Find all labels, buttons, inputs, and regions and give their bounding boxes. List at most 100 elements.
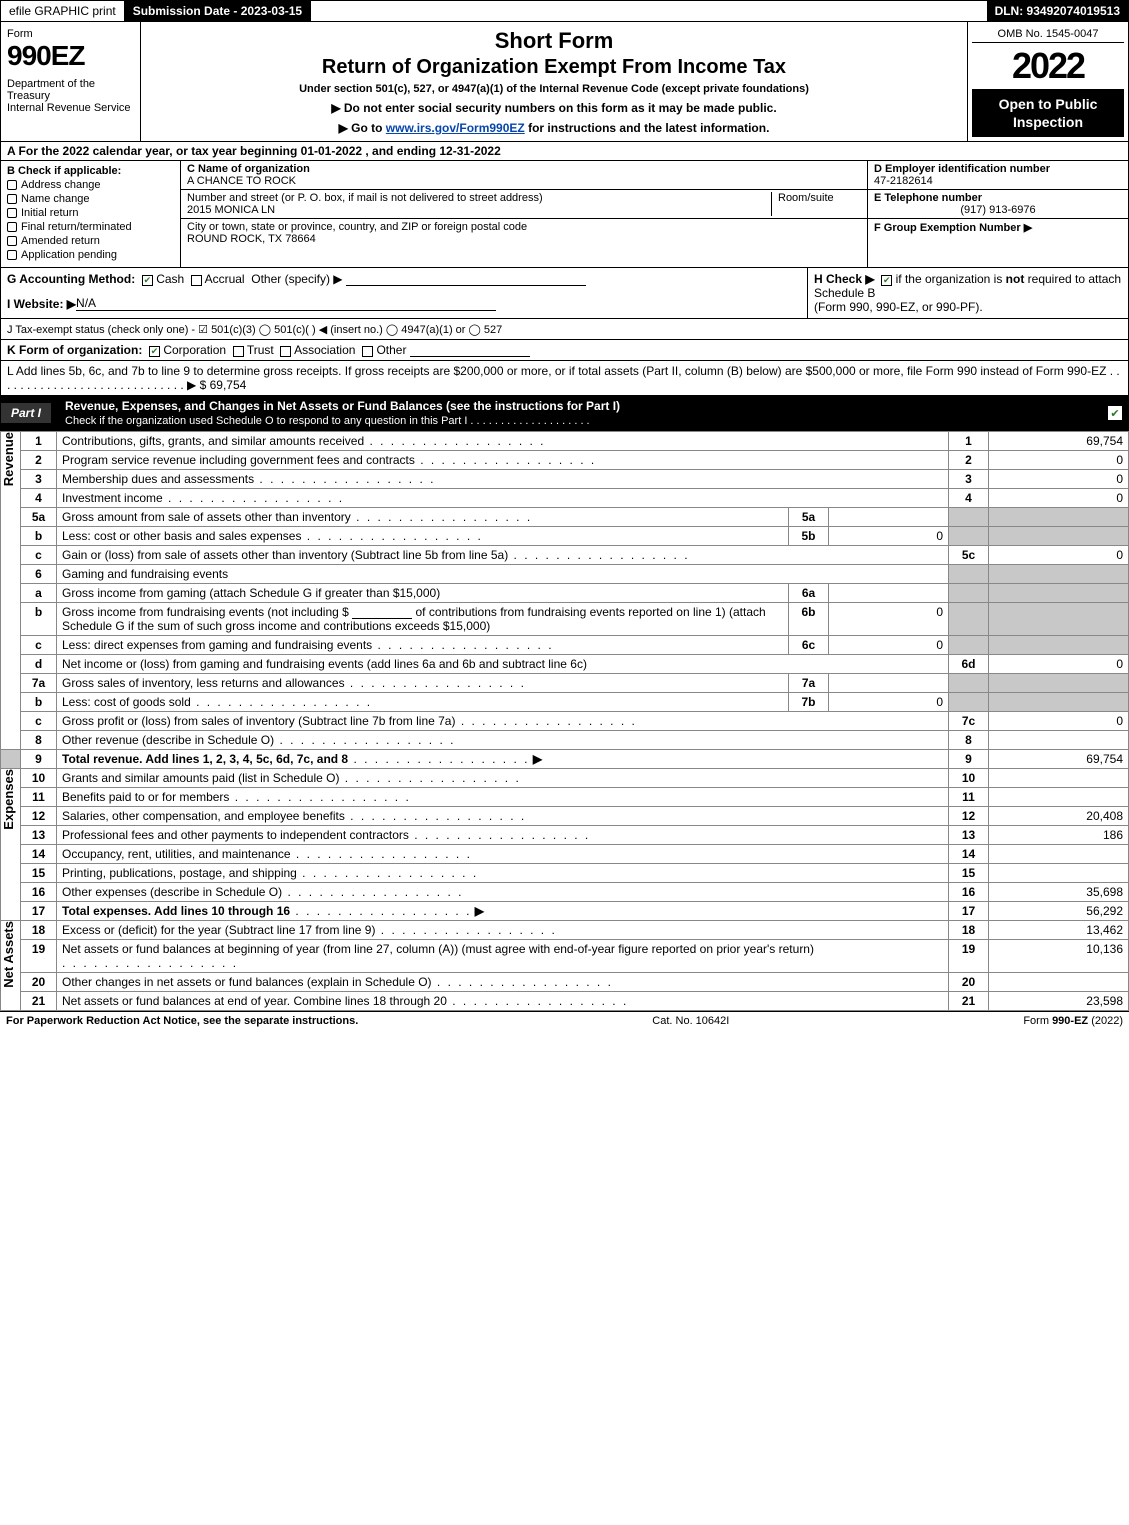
phone: (917) 913-6976 (874, 204, 1122, 216)
cb-assoc[interactable] (280, 346, 291, 357)
cb-accrual[interactable] (191, 275, 202, 286)
ln-11-desc: Benefits paid to or for members (62, 790, 229, 804)
cb-name-change[interactable] (7, 194, 17, 204)
part1-checkbox[interactable]: ✔ (1108, 406, 1122, 420)
ln-7b-desc: Less: cost of goods sold (62, 695, 191, 709)
ln-8-desc: Other revenue (describe in Schedule O) (62, 733, 274, 747)
part1-title-text: Revenue, Expenses, and Changes in Net As… (65, 399, 620, 413)
d-label: D Employer identification number (874, 163, 1050, 175)
arrow-icon-17: ▶ (475, 904, 484, 918)
cb-application-pending[interactable] (7, 250, 17, 260)
ln-5b-sl: 5b (789, 527, 829, 546)
submission-date: Submission Date - 2023-03-15 (125, 1, 311, 21)
cb-address-change[interactable] (7, 180, 17, 190)
lbl-address-change: Address change (21, 179, 101, 191)
ln-7c-rn: 7c (949, 712, 989, 731)
ln-4-val: 0 (989, 489, 1129, 508)
ln-6d-val: 0 (989, 655, 1129, 674)
cb-cash[interactable] (142, 275, 153, 286)
ln-5c-val: 0 (989, 546, 1129, 565)
ln-3-val: 0 (989, 470, 1129, 489)
ln-12-val: 20,408 (989, 807, 1129, 826)
ln-3-desc: Membership dues and assessments (62, 472, 254, 486)
ln-10-desc: Grants and similar amounts paid (list in… (62, 771, 339, 785)
cb-final-return[interactable] (7, 222, 17, 232)
cb-amended-return[interactable] (7, 236, 17, 246)
ln-16-val: 35,698 (989, 883, 1129, 902)
lbl-other: Other (specify) ▶ (251, 272, 342, 286)
lbl-assoc: Association (294, 343, 355, 357)
col-b: B Check if applicable: Address change Na… (1, 161, 181, 267)
footer-right-year: (2022) (1088, 1015, 1123, 1027)
goto-post: for instructions and the latest informat… (525, 121, 770, 135)
ln-6d-rn: 6d (949, 655, 989, 674)
ln-1-desc: Contributions, gifts, grants, and simila… (62, 434, 364, 448)
cb-trust[interactable] (233, 346, 244, 357)
side-netassets: Net Assets (1, 921, 16, 988)
h-text1: if the organization is (896, 272, 1006, 286)
ln-7c-val: 0 (989, 712, 1129, 731)
i-label: I Website: ▶ (7, 297, 76, 311)
ln-13-desc: Professional fees and other payments to … (62, 828, 409, 842)
ln-1-val: 69,754 (989, 432, 1129, 451)
b-title: B Check if applicable: (7, 165, 174, 177)
side-expenses: Expenses (1, 769, 16, 830)
h-text3: (Form 990, 990-EZ, or 990-PF). (814, 300, 983, 314)
ln-6c-sl: 6c (789, 636, 829, 655)
lbl-corp: Corporation (163, 343, 226, 357)
no-ssn-warning: ▶ Do not enter social security numbers o… (151, 101, 957, 115)
cb-h[interactable] (881, 275, 892, 286)
ln-6-desc: Gaming and fundraising events (57, 565, 949, 584)
other-org-field[interactable] (410, 356, 530, 357)
lbl-trust: Trust (247, 343, 274, 357)
other-specify-field[interactable] (346, 285, 586, 286)
ln-7b-sv: 0 (829, 693, 949, 712)
main-title: Return of Organization Exempt From Incom… (151, 56, 957, 79)
ln-6d-desc: Net income or (loss) from gaming and fun… (62, 657, 587, 671)
room-label: Room/suite (778, 192, 834, 204)
form-word: Form (7, 28, 134, 40)
row-k: K Form of organization: Corporation Trus… (0, 340, 1129, 361)
h-label: H Check ▶ (814, 272, 875, 286)
ln-5b-sv: 0 (829, 527, 949, 546)
ln-12-desc: Salaries, other compensation, and employ… (62, 809, 345, 823)
cb-initial-return[interactable] (7, 208, 17, 218)
ln-17-desc: Total expenses. Add lines 10 through 16 (62, 904, 290, 918)
header-right: OMB No. 1545-0047 2022 Open to Public In… (968, 22, 1128, 141)
cb-corp[interactable] (149, 346, 160, 357)
row-h: H Check ▶ if the organization is not req… (808, 268, 1128, 318)
ln-18-val: 13,462 (989, 921, 1129, 940)
footer-right-form: 990-EZ (1052, 1015, 1088, 1027)
efile-label[interactable]: efile GRAPHIC print (1, 1, 125, 21)
goto-instructions: ▶ Go to www.irs.gov/Form990EZ for instru… (151, 121, 957, 135)
header-center: Short Form Return of Organization Exempt… (141, 22, 968, 141)
org-name: A CHANCE TO ROCK (187, 175, 296, 187)
section-bcd: B Check if applicable: Address change Na… (0, 161, 1129, 268)
ln-6c-sv: 0 (829, 636, 949, 655)
irs-link[interactable]: www.irs.gov/Form990EZ (386, 121, 525, 135)
ln-4-desc: Investment income (62, 491, 163, 505)
row-l: L Add lines 5b, 6c, and 7b to line 9 to … (0, 361, 1129, 396)
ein: 47-2182614 (874, 175, 933, 187)
row-a-text: A For the 2022 calendar year, or tax yea… (7, 144, 501, 158)
lines-table: Revenue 1 Contributions, gifts, grants, … (0, 431, 1129, 1011)
col-def: D Employer identification number 47-2182… (868, 161, 1128, 267)
website-field[interactable]: N/A (76, 296, 496, 311)
ln-21-val: 23,598 (989, 992, 1129, 1011)
cb-other-org[interactable] (362, 346, 373, 357)
row-j: J Tax-exempt status (check only one) - ☑… (0, 319, 1129, 340)
ln-20-val (989, 973, 1129, 992)
col-c: C Name of organization A CHANCE TO ROCK … (181, 161, 868, 267)
short-form-title: Short Form (151, 28, 957, 54)
ln-5c-desc: Gain or (loss) from sale of assets other… (62, 548, 508, 562)
j-text: J Tax-exempt status (check only one) - ☑… (7, 324, 502, 336)
ln-6b-sl: 6b (789, 603, 829, 636)
arrow-icon: ▶ (533, 752, 542, 766)
l-text: L Add lines 5b, 6c, and 7b to line 9 to … (7, 364, 1120, 392)
ln-14-val (989, 845, 1129, 864)
ln-14-desc: Occupancy, rent, utilities, and maintena… (62, 847, 291, 861)
ln-9-desc: Total revenue. Add lines 1, 2, 3, 4, 5c,… (62, 752, 348, 766)
part1-chip: Part I (1, 403, 51, 423)
ln-13-val: 186 (989, 826, 1129, 845)
tax-year: 2022 (972, 43, 1124, 89)
